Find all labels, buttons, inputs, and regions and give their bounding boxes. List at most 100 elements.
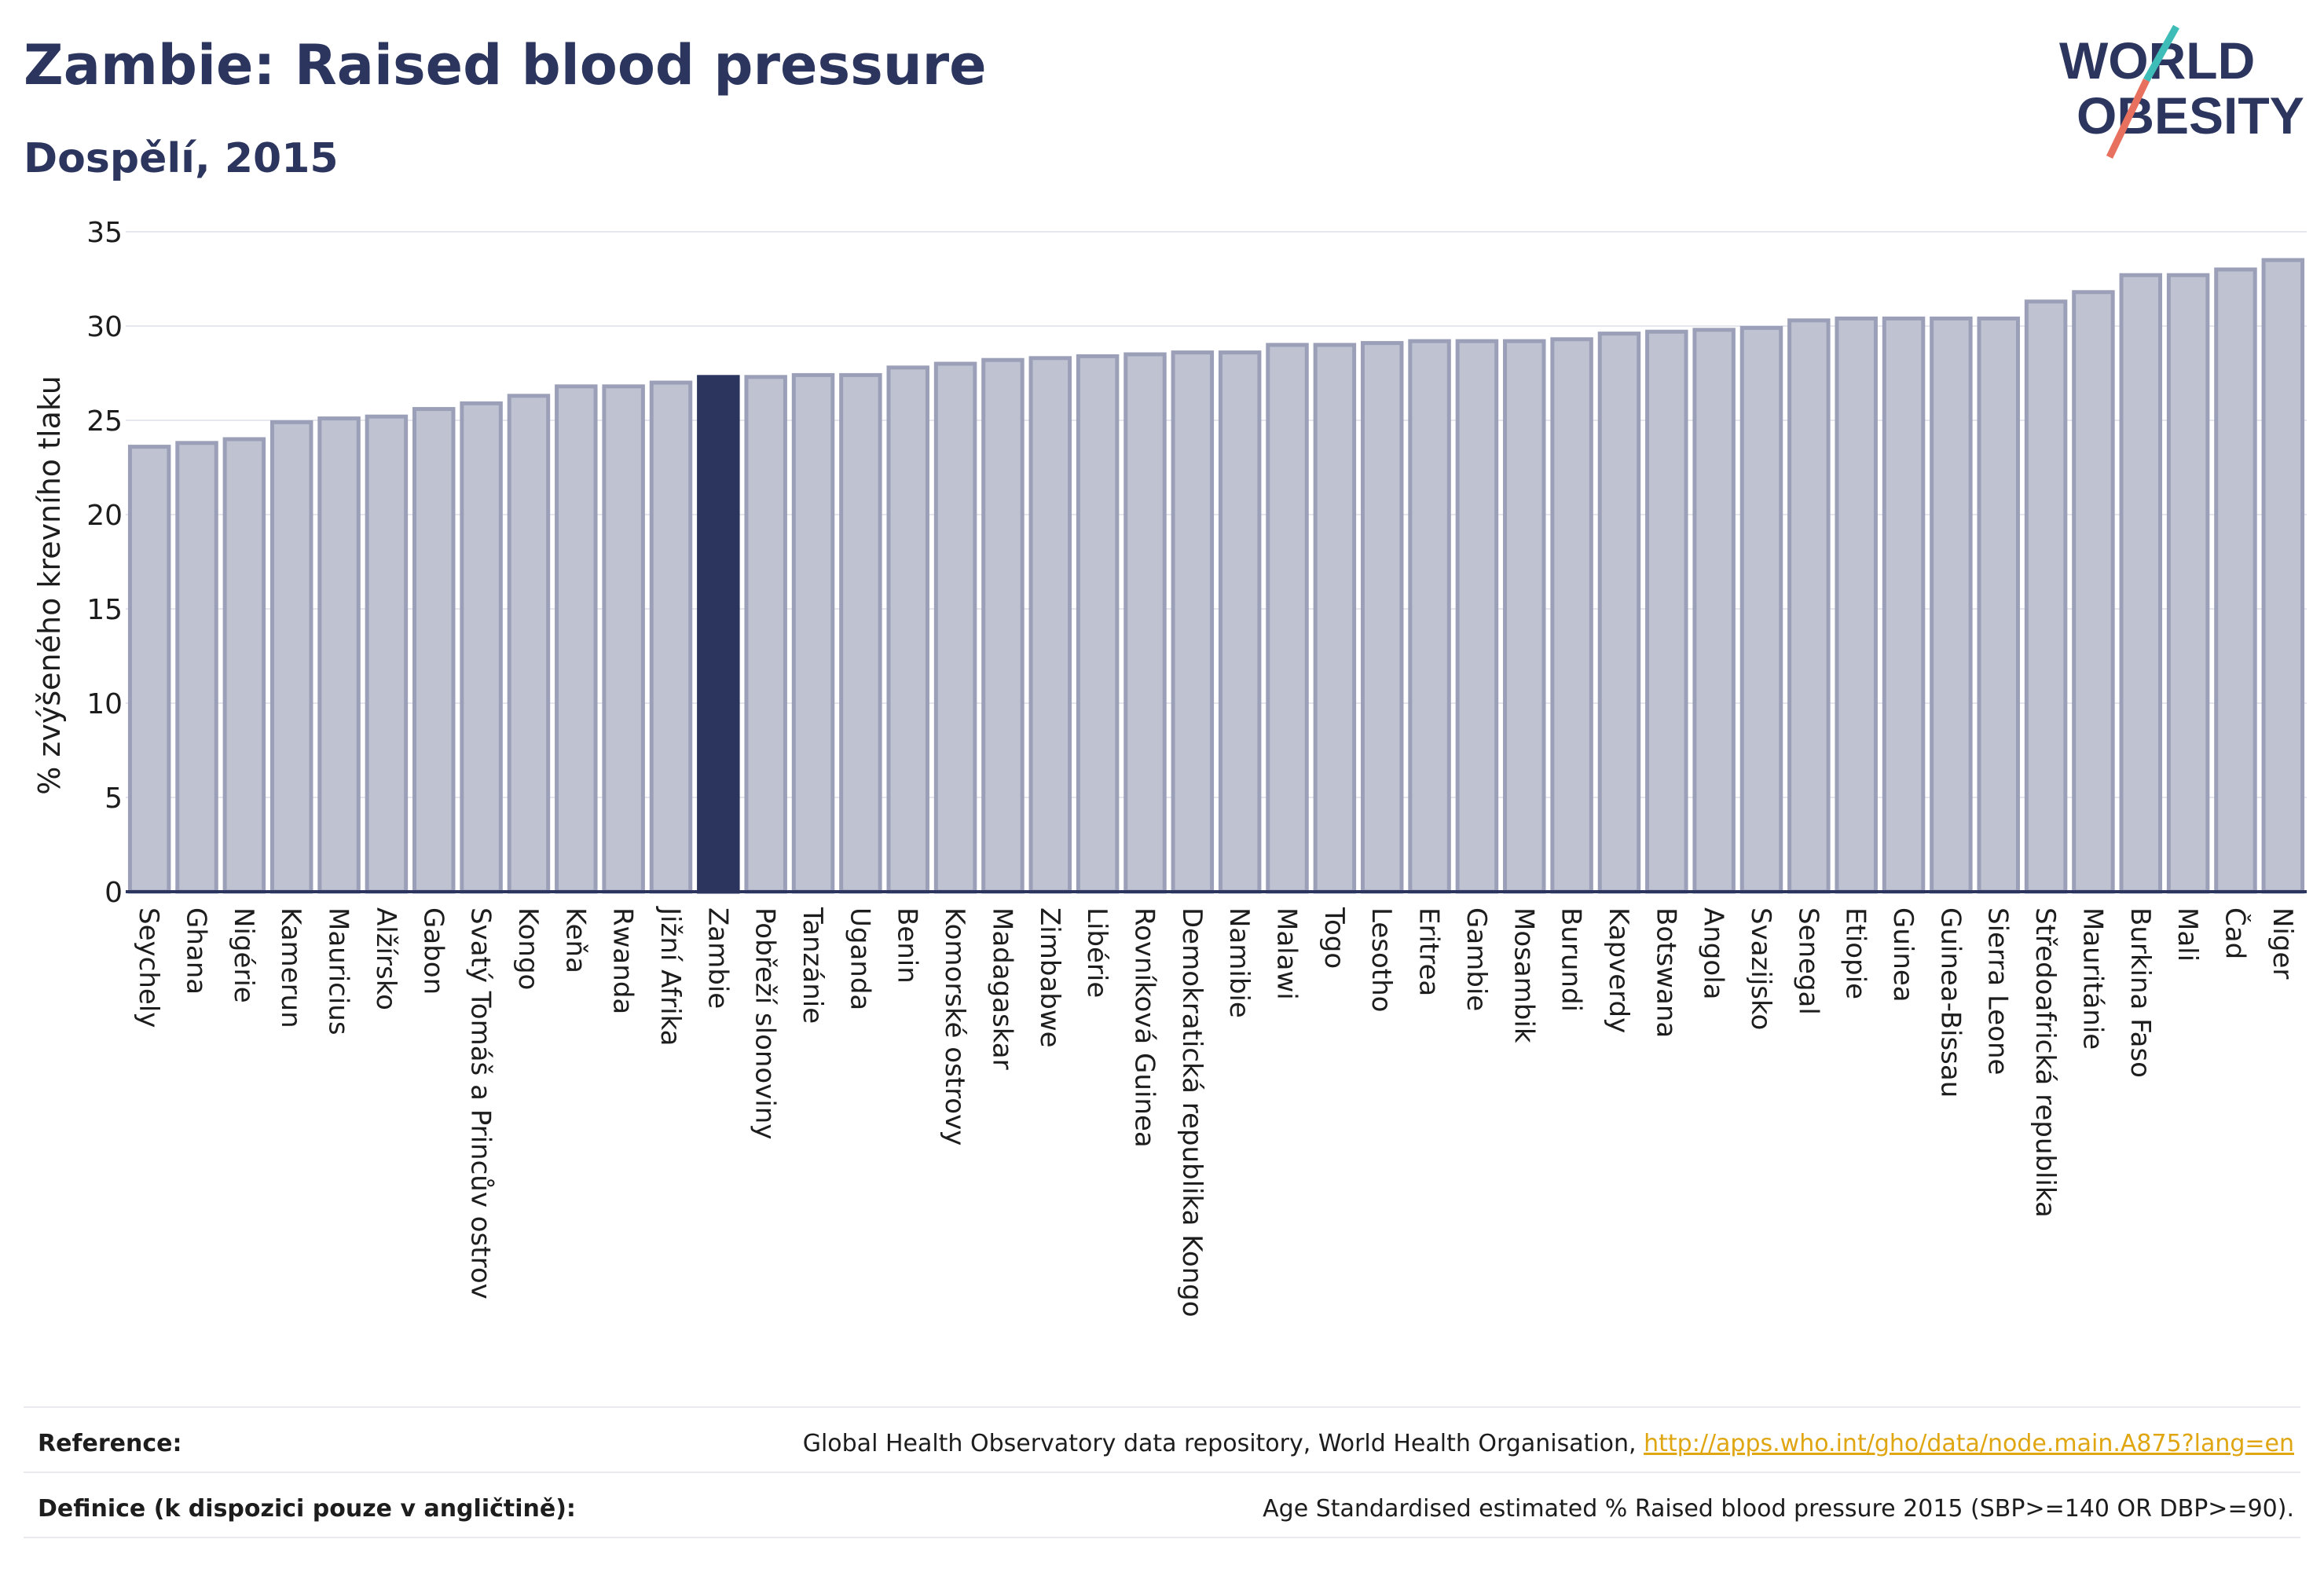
bar [507, 394, 551, 894]
x-tick-label: Mauritánie [2077, 907, 2108, 1050]
y-tick-label: 15 [86, 594, 123, 626]
x-tick-label: Kongo [512, 907, 544, 990]
logo-slash-coral [2106, 79, 2150, 159]
footer-divider-bottom [24, 1537, 2300, 1538]
x-tick-label: Rwanda [607, 907, 639, 1014]
world-obesity-logo: WORLD OBESITY [2059, 24, 2304, 159]
reference-value: Global Health Observatory data repositor… [803, 1430, 2294, 1457]
footer-reference-row: Reference: Global Health Observatory dat… [38, 1412, 2294, 1475]
bar [1930, 316, 1973, 894]
x-tick-label: Čad [2219, 907, 2251, 959]
x-tick-label: Kapverdy [1603, 907, 1634, 1033]
bar [886, 365, 929, 894]
bar [1313, 343, 1357, 894]
reference-link[interactable]: http://apps.who.int/gho/data/node.main.A… [1644, 1429, 2294, 1457]
x-tick-label: Guinea-Bissau [1934, 907, 1966, 1098]
x-tick-label: Mosambik [1508, 907, 1539, 1043]
bar [649, 380, 693, 894]
bar [1977, 316, 2020, 894]
bar [1076, 354, 1120, 894]
x-tick-label: Mali [2172, 907, 2203, 962]
bar [460, 401, 503, 894]
x-tick-label: Alžírsko [370, 907, 401, 1010]
bar [791, 372, 835, 894]
x-tick-label: Rovníková Guinea [1128, 907, 1160, 1148]
bar [2072, 290, 2115, 894]
bar [1266, 343, 1309, 894]
y-tick-label: 25 [86, 405, 123, 438]
y-tick-label: 20 [86, 500, 123, 532]
bar [1124, 352, 1167, 894]
x-tick-label: Lesotho [1365, 907, 1397, 1012]
bar [1882, 316, 1926, 894]
bar-chart: 0 5 10 15 20 25 30 35 Seychely Ghana Nigérie Kamer… [32, 217, 2307, 1318]
bar [1503, 339, 1546, 894]
definition-value: Age Standardised estimated % Raised bloo… [1263, 1494, 2294, 1523]
bar [1597, 332, 1641, 894]
bar [1550, 337, 1593, 894]
definition-label: Definice (k dispozici pouze v angličtině… [38, 1494, 576, 1523]
x-tick-label: Středoafrická republika [2029, 907, 2061, 1218]
bar [175, 441, 218, 894]
bar [839, 372, 882, 894]
x-tick-label: Burundi [1556, 907, 1587, 1012]
bar [317, 416, 361, 894]
x-tick-label: Benin [892, 907, 923, 984]
reference-text: Global Health Observatory data repositor… [802, 1429, 1637, 1457]
bar [981, 357, 1025, 894]
bar [222, 437, 266, 894]
bar [2214, 267, 2257, 894]
footer-divider-middle [24, 1472, 2300, 1473]
x-tick-label: Komorské ostrovy [939, 907, 970, 1145]
footer-definition-row: Definice (k dispozici pouze v angličtině… [38, 1477, 2294, 1540]
bar [269, 420, 313, 894]
bar [1028, 356, 1072, 894]
chart-subtitle: Dospělí, 2015 [24, 135, 339, 182]
x-tick-label: Ghana [181, 907, 212, 995]
x-tick-label: Uganda [844, 907, 875, 1010]
bar [2024, 299, 2068, 894]
bar [1645, 329, 1688, 894]
x-tick-label: Zimbabwe [1034, 907, 1065, 1048]
y-tick-label: 5 [104, 783, 123, 815]
x-tick-label: Gambie [1461, 907, 1492, 1011]
bar [412, 407, 456, 894]
chart-title: Zambie: Raised blood pressure [24, 33, 987, 97]
x-tick-label: Senegal [1792, 907, 1824, 1015]
x-tick-label: Sierra Leone [1982, 907, 2014, 1075]
x-tick-label: Namibie [1223, 907, 1255, 1018]
bar [1171, 350, 1215, 894]
y-tick-label: 35 [86, 217, 123, 249]
x-tick-label: Mauricius [323, 907, 354, 1035]
bar [933, 361, 977, 894]
x-tick-label: Malawi [1271, 907, 1303, 1000]
bar [2119, 273, 2163, 894]
x-tick-label: Nigérie [228, 907, 259, 1003]
bar [1360, 341, 1404, 894]
x-tick-label: Pobřeží slonoviny [750, 907, 781, 1139]
x-tick-label: Svazijsko [1745, 907, 1776, 1030]
y-tick-label: 30 [86, 311, 123, 343]
y-tick-label: 10 [86, 688, 123, 720]
x-tick-label: Seychely [133, 907, 164, 1028]
x-tick-label: Svatý Tomáš a Princův ostrov [465, 907, 497, 1299]
bar [127, 445, 171, 894]
bar [602, 384, 645, 894]
logo-slash-teal [2143, 24, 2179, 82]
bar [1455, 339, 1499, 894]
x-tick-label: Libérie [1081, 907, 1113, 998]
footer-divider-top [24, 1406, 2300, 1408]
bar [555, 384, 598, 894]
bar [1218, 350, 1262, 894]
x-tick-label: Jižní Afrika [654, 906, 686, 1046]
x-tick-label: Etiopie [1840, 907, 1871, 999]
reference-label: Reference: [38, 1429, 182, 1457]
x-tick-label: Demokratická republika Kongo [1176, 907, 1208, 1318]
x-tick-label: Togo [1318, 907, 1350, 969]
bar-highlighted [697, 375, 740, 894]
x-tick-labels: Seychely Ghana Nigérie Kamerun Mauricius Alží… [133, 906, 2298, 1318]
x-tick-label: Kamerun [275, 907, 306, 1028]
x-tick-label: Tanzánie [797, 907, 828, 1024]
x-tick-label: Angola [1698, 907, 1729, 999]
y-axis-label: % zvýšeného krevního tlaku [32, 376, 67, 795]
